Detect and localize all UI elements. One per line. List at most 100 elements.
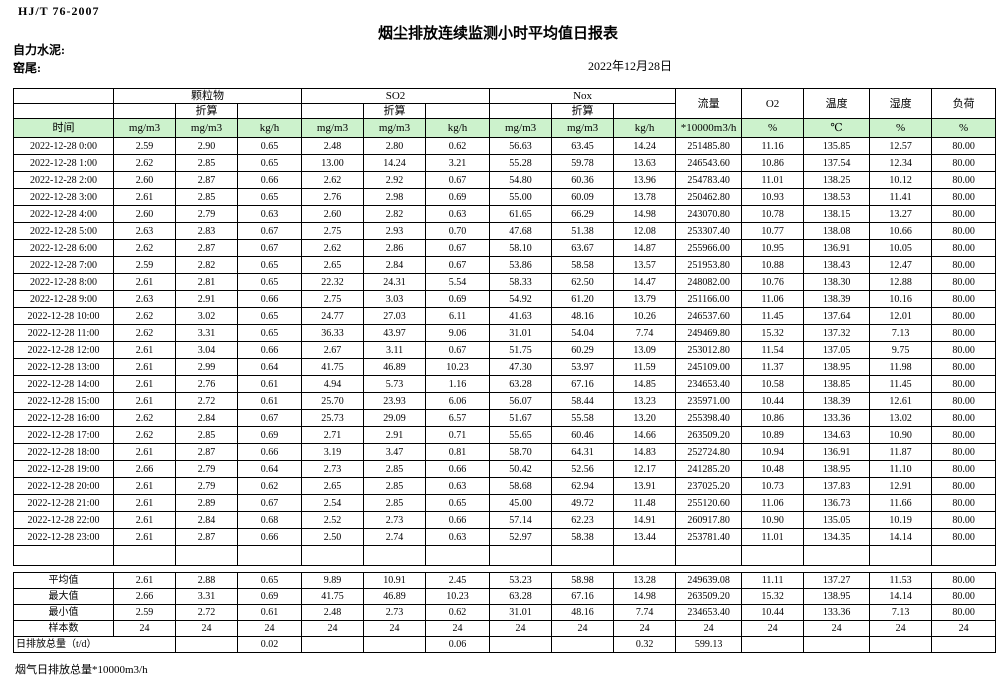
value-cell: 11.01 [741, 171, 805, 189]
unit-cell: ℃ [803, 118, 871, 138]
value-cell: 12.08 [613, 222, 677, 240]
time-header: 时间 [13, 118, 114, 138]
value-cell: 11.06 [741, 494, 805, 512]
value-cell: 10.95 [741, 239, 805, 257]
value-cell: 2.87 [175, 239, 238, 257]
value-cell: 2.50 [301, 528, 365, 546]
value-cell: 43.97 [363, 324, 427, 342]
table-wrapper: 颗粒物 SO2 Nox 流量 O2 温度 湿度 负荷 折算 折算 [0, 88, 996, 653]
value-cell: 10.86 [741, 409, 805, 427]
value-cell: 138.39 [803, 290, 871, 308]
value-cell: 62.50 [551, 273, 615, 291]
summary-value-cell: 2.48 [301, 604, 365, 621]
value-cell: 2.80 [363, 137, 427, 155]
time-cell: 2022-12-28 3:00 [13, 188, 114, 206]
value-cell: 10.89 [741, 426, 805, 444]
value-cell: 2.79 [175, 460, 238, 478]
time-cell: 2022-12-28 14:00 [13, 375, 114, 393]
value-cell: 41.75 [301, 358, 365, 376]
value-cell: 2.87 [175, 528, 238, 546]
unit-cell: mg/m3 [301, 118, 365, 138]
summary-value-cell: 0.62 [425, 604, 491, 621]
table-row: 2022-12-28 16:00 2.62 2.84 0.67 25.73 29.09 6.… [13, 409, 996, 427]
table-header: 颗粒物 SO2 Nox 流量 O2 温度 湿度 负荷 折算 折算 [13, 88, 996, 138]
value-cell: 2.59 [113, 137, 176, 155]
value-cell: 12.17 [613, 460, 677, 478]
value-cell: 255120.60 [675, 494, 743, 512]
time-cell: 2022-12-28 21:00 [13, 494, 114, 512]
summary-value-cell: 11.53 [869, 572, 933, 589]
table-row: 2022-12-28 8:00 2.61 2.81 0.65 22.32 24.31 5.5… [13, 273, 996, 291]
value-cell: 2.60 [301, 205, 365, 223]
value-cell: 12.01 [869, 307, 933, 325]
value-cell: 58.33 [489, 273, 553, 291]
value-cell: 0.70 [425, 222, 491, 240]
value-cell: 2.85 [175, 426, 238, 444]
value-cell: 7.74 [613, 324, 677, 342]
summary-value-cell: 14.14 [869, 588, 933, 605]
unit-cell: % [869, 118, 933, 138]
value-cell: 10.90 [869, 426, 933, 444]
col-o2: O2 [741, 88, 805, 119]
value-cell: 2.48 [301, 137, 365, 155]
value-cell: 14.47 [613, 273, 677, 291]
value-cell: 2.93 [363, 222, 427, 240]
value-cell: 62.23 [551, 511, 615, 529]
value-cell: 253781.40 [675, 528, 743, 546]
summary-value-cell: 15.32 [741, 588, 805, 605]
value-cell: 10.93 [741, 188, 805, 206]
value-cell: 11.87 [869, 443, 933, 461]
value-cell: 80.00 [931, 188, 996, 206]
value-cell: 11.45 [741, 307, 805, 325]
table-row: 2022-12-28 14:00 2.61 2.76 0.61 4.94 5.73 1.16… [13, 375, 996, 393]
value-cell: 138.53 [803, 188, 871, 206]
value-cell: 80.00 [931, 375, 996, 393]
value-cell: 10.16 [869, 290, 933, 308]
value-cell: 2.90 [175, 137, 238, 155]
value-cell: 2.62 [113, 154, 176, 172]
summary-value-cell: 9.89 [301, 572, 365, 589]
value-cell: 46.89 [363, 358, 427, 376]
value-cell: 2.82 [175, 256, 238, 274]
value-cell: 11.16 [741, 137, 805, 155]
value-cell: 12.34 [869, 154, 933, 172]
value-cell: 80.00 [931, 511, 996, 529]
value-cell: 0.65 [236, 324, 303, 342]
value-cell: 2.99 [175, 358, 238, 376]
daily-total-cell [175, 636, 238, 653]
pm-converted-label: 折算 [175, 103, 238, 119]
value-cell: 0.62 [425, 137, 491, 155]
daily-total-cell [803, 636, 871, 653]
value-cell: 0.66 [236, 290, 303, 308]
summary-label: 平均值 [13, 572, 114, 589]
value-cell: 55.65 [489, 426, 553, 444]
value-cell: 58.70 [489, 443, 553, 461]
group-nox: Nox [489, 88, 677, 104]
value-cell: 58.38 [551, 528, 615, 546]
table-row: 2022-12-28 0:00 2.59 2.90 0.65 2.48 2.80 0.62 5… [13, 137, 996, 155]
value-cell: 51.38 [551, 222, 615, 240]
value-cell: 59.78 [551, 154, 615, 172]
value-cell: 0.66 [425, 460, 491, 478]
value-cell: 2.89 [175, 494, 238, 512]
value-cell: 14.98 [613, 205, 677, 223]
unit-cell: kg/h [613, 118, 677, 138]
value-cell: 10.94 [741, 443, 805, 461]
time-cell: 2022-12-28 5:00 [13, 222, 114, 240]
value-cell: 138.30 [803, 273, 871, 291]
value-cell: 2.54 [301, 494, 365, 512]
value-cell: 0.62 [236, 477, 303, 495]
time-cell: 2022-12-28 16:00 [13, 409, 114, 427]
value-cell: 10.66 [869, 222, 933, 240]
value-cell: 2.71 [301, 426, 365, 444]
value-cell: 0.67 [425, 341, 491, 359]
value-cell: 10.78 [741, 205, 805, 223]
value-cell: 47.68 [489, 222, 553, 240]
value-cell: 251953.80 [675, 256, 743, 274]
value-cell: 52.56 [551, 460, 615, 478]
value-cell: 234653.40 [675, 375, 743, 393]
value-cell: 25.73 [301, 409, 365, 427]
value-cell: 3.19 [301, 443, 365, 461]
value-cell: 2.61 [113, 341, 176, 359]
value-cell: 11.45 [869, 375, 933, 393]
